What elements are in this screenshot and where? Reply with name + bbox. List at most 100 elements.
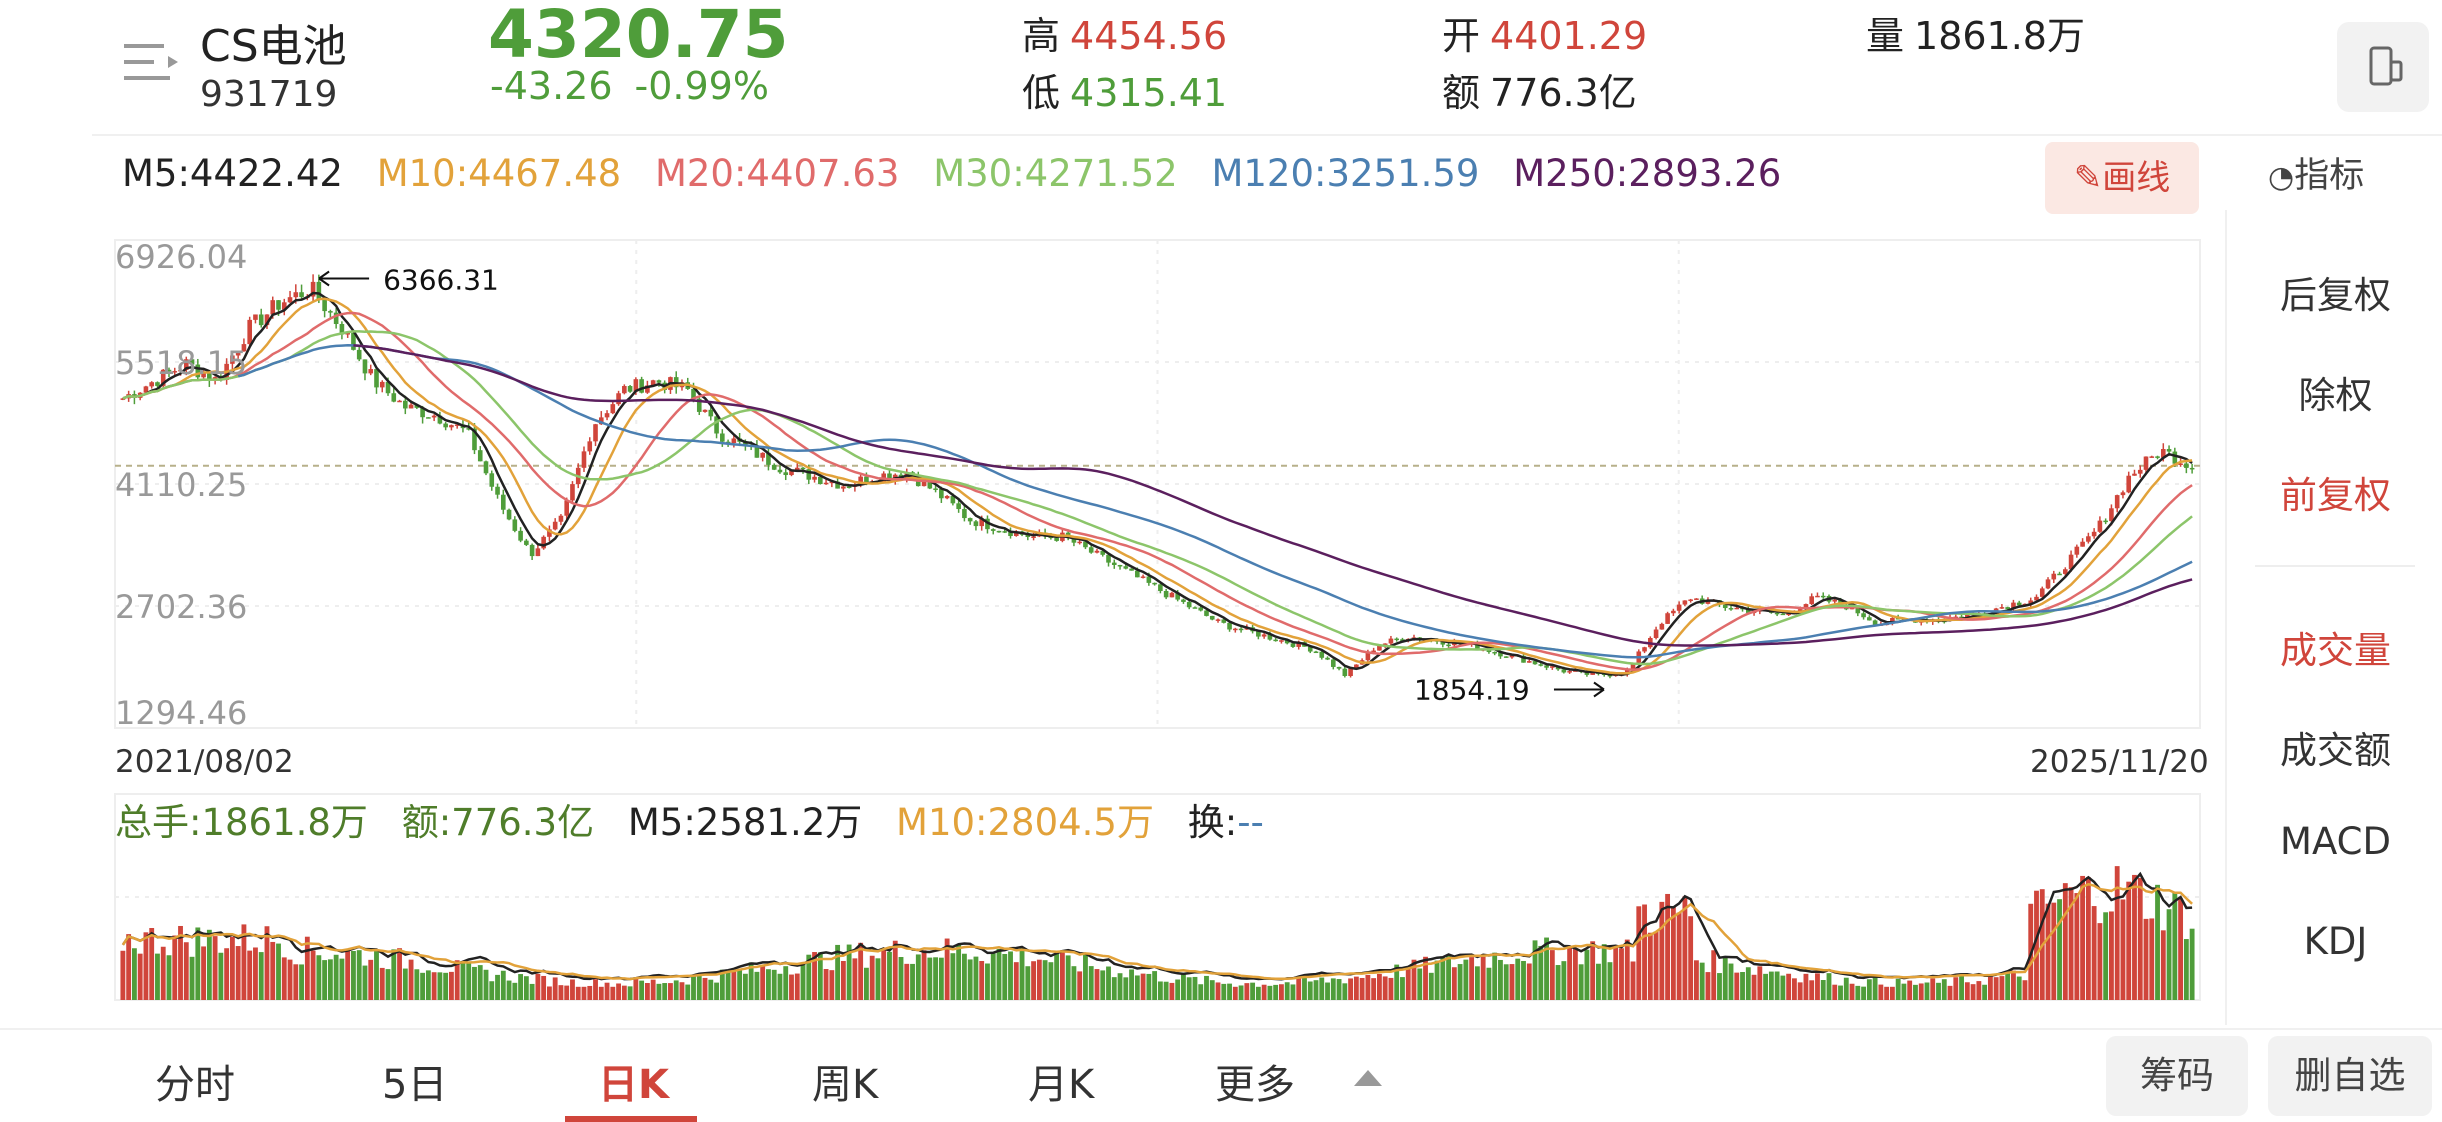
volume-bar <box>1048 962 1054 1000</box>
volume-bar <box>322 960 328 1000</box>
candle-body <box>1140 576 1146 578</box>
panel-divider <box>2255 565 2415 567</box>
volume-bar <box>1353 976 1359 1000</box>
candle-body <box>1642 647 1647 652</box>
volume-bar <box>742 973 748 1000</box>
volume-bar <box>368 959 374 1000</box>
volume-bar <box>1884 986 1890 1000</box>
chips-button[interactable]: 筹码 <box>2106 1036 2248 1116</box>
candle-body <box>1475 642 1480 650</box>
volume-bar <box>276 943 281 1000</box>
volume-bar <box>668 983 673 1000</box>
open-stat: 开 4401.29 <box>1442 5 1647 60</box>
volume-bar <box>1722 956 1728 1000</box>
indicator-button[interactable]: ◔指标 <box>2268 147 2398 198</box>
volume-bar <box>2172 892 2178 1000</box>
candle-body <box>512 519 518 531</box>
tab-monthly-k[interactable]: 月K <box>1028 1062 1095 1108</box>
volume-bar <box>1832 984 1838 1000</box>
volume-bar <box>2062 883 2068 1000</box>
tab-five-day[interactable]: 5日 <box>382 1062 448 1108</box>
volume-bar <box>719 969 725 1000</box>
volume-bar <box>1250 982 1256 1000</box>
volume-option[interactable]: 成交量 <box>2280 629 2391 672</box>
candle-body <box>604 413 610 418</box>
candle-body <box>2005 607 2010 610</box>
candle-body <box>1227 622 1232 630</box>
volume-bar <box>1307 981 1313 1000</box>
volume-bar <box>120 950 126 1000</box>
volume-bar <box>973 956 979 1000</box>
amount-option[interactable]: 成交额 <box>2280 729 2391 772</box>
volume-bar <box>1895 978 1901 1000</box>
draw-line-button[interactable]: ✎画线 <box>2045 142 2199 214</box>
kdj-option[interactable]: KDJ <box>2303 920 2368 963</box>
candle-body <box>1861 613 1866 618</box>
volume-bar <box>1503 964 1509 1000</box>
volume-bar <box>1106 966 1111 1000</box>
candle-body <box>1325 657 1330 660</box>
candle-body <box>1129 568 1134 571</box>
volume-bar <box>1987 976 1993 1000</box>
volume-bar <box>616 983 621 1000</box>
candle-body <box>962 509 967 519</box>
volume-bar <box>938 957 944 1000</box>
volume-bar <box>166 955 172 1000</box>
volume-bar <box>875 958 881 1000</box>
volume-bar <box>1993 977 1999 1000</box>
volume-bar <box>604 982 610 1000</box>
candle-body <box>1290 643 1296 647</box>
candle-body <box>1002 531 1008 533</box>
tab-weekly-k[interactable]: 周K <box>812 1062 879 1108</box>
candle-body <box>2126 475 2132 493</box>
landscape-toggle-button[interactable] <box>2337 22 2429 112</box>
candle-body <box>800 467 806 470</box>
volume-bar <box>581 986 587 1000</box>
volume-bar <box>1549 950 1555 1000</box>
candle-body <box>1728 608 1734 610</box>
volume-bar <box>489 981 495 1000</box>
caret-up-icon[interactable] <box>1354 1070 1382 1086</box>
candle-body <box>333 312 339 325</box>
volume-bar <box>598 986 604 1000</box>
candle-body <box>1498 652 1503 657</box>
menu-icon[interactable] <box>122 38 180 88</box>
candle-body <box>2097 520 2103 532</box>
candle-body <box>535 548 541 557</box>
volume-bar <box>391 949 397 1000</box>
candle-body <box>1872 620 1878 626</box>
candle-body <box>2103 520 2108 523</box>
tab-more[interactable]: 更多 <box>1215 1062 1295 1108</box>
volume-ma-lines <box>121 871 2193 981</box>
no-adjust-option[interactable]: 除权 <box>2298 374 2373 417</box>
volume-bar <box>241 924 247 1000</box>
candle-body <box>1815 595 1820 598</box>
back-adjust-option[interactable]: 后复权 <box>2280 274 2391 317</box>
volume-chart[interactable] <box>0 792 2225 1024</box>
candle-body <box>374 369 379 388</box>
tab-intraday[interactable]: 分时 <box>155 1062 235 1108</box>
volume-bar <box>1838 985 1843 1000</box>
volume-bar <box>189 956 195 1000</box>
remove-watchlist-button[interactable]: 删自选 <box>2268 1036 2432 1116</box>
kline-chart[interactable]: 6926.04 5518.15 4110.25 2702.36 1294.46 6366… <box>0 230 2225 740</box>
volume-bar <box>725 971 731 1000</box>
candle-body <box>2160 449 2166 458</box>
candle-body <box>887 473 892 480</box>
candle-body <box>276 300 281 310</box>
volume-bar <box>967 959 973 1000</box>
front-adjust-option[interactable]: 前复权 <box>2280 474 2391 517</box>
candle-body <box>1365 651 1371 661</box>
candle-body <box>1774 612 1780 615</box>
candle-body <box>921 480 927 487</box>
candle-body <box>783 472 789 476</box>
tab-daily-k[interactable]: 日K <box>598 1062 669 1108</box>
candle-body <box>777 469 783 473</box>
candle-body <box>610 404 616 414</box>
candle-body <box>1561 669 1567 673</box>
volume-bar <box>2149 918 2155 1000</box>
candle-body <box>189 359 195 365</box>
volume-bar <box>737 969 743 1000</box>
volume-bar <box>160 946 166 1000</box>
macd-option[interactable]: MACD <box>2280 820 2391 863</box>
